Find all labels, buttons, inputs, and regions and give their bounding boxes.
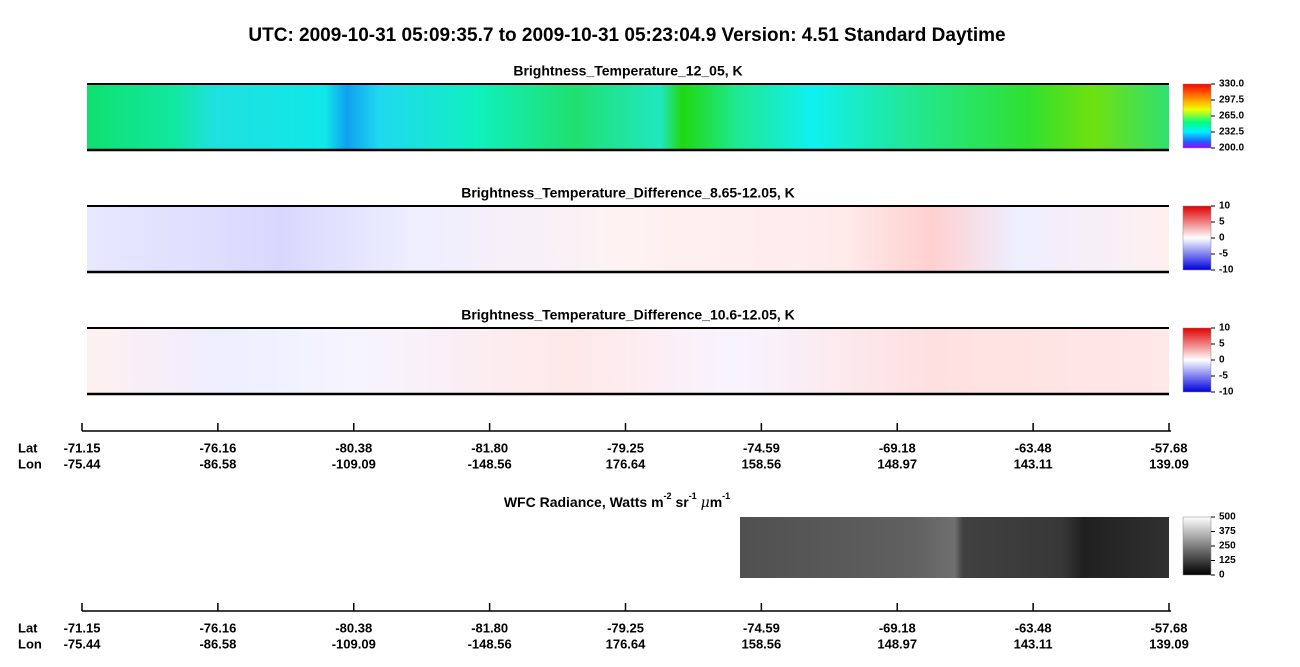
- colorbar-label: 0: [1219, 233, 1225, 244]
- colorbar-label: 125: [1219, 555, 1236, 566]
- page-title: UTC: 2009-10-31 05:09:35.7 to 2009-10-31…: [248, 25, 1005, 46]
- lat-value: -76.16: [199, 620, 236, 635]
- image-strip: [87, 84, 1169, 150]
- wfc-image: [740, 517, 1169, 578]
- image-strip: [87, 328, 1169, 394]
- colorbar: [1182, 327, 1212, 393]
- colorbar-label: 0: [1219, 570, 1225, 581]
- lon-label: Lon: [18, 456, 42, 471]
- colorbar-label: 297.5: [1219, 95, 1244, 106]
- lat-value: -69.18: [879, 620, 916, 635]
- colorbar: [1182, 516, 1212, 576]
- lon-value: 148.97: [877, 456, 917, 471]
- lat-value: -79.25: [607, 620, 644, 635]
- colorbar-label: 232.5: [1219, 127, 1244, 138]
- colorbar-label: 10: [1219, 201, 1231, 212]
- lon-value: 176.64: [606, 636, 647, 651]
- colorbar-label: -5: [1219, 371, 1228, 382]
- panel-title: Brightness_Temperature_Difference_8.65-1…: [461, 185, 795, 201]
- lat-value: -76.16: [199, 440, 236, 455]
- lat-value: -69.18: [879, 440, 916, 455]
- lon-value: -86.58: [199, 636, 236, 651]
- colorbar-label: -10: [1219, 265, 1234, 276]
- wfc-title-part: -1: [722, 491, 730, 501]
- lon-value: -148.56: [468, 456, 512, 471]
- lat-value: -71.15: [64, 620, 101, 635]
- colorbar-label: 265.0: [1219, 111, 1244, 122]
- colorbar-label: 375: [1219, 526, 1236, 537]
- colorbar-label: 10: [1219, 323, 1231, 334]
- colorbar-label: 0: [1219, 355, 1225, 366]
- lat-value: -74.59: [743, 620, 780, 635]
- lon-value: -148.56: [468, 636, 512, 651]
- colorbar-label: 330.0: [1219, 79, 1244, 90]
- wfc-title-part: -2: [664, 491, 672, 501]
- lat-value: -80.38: [335, 620, 372, 635]
- wfc-title-part: μ: [701, 495, 710, 511]
- lon-value: 139.09: [1149, 636, 1189, 651]
- colorbar-label: 500: [1219, 512, 1236, 523]
- lat-value: -63.48: [1015, 440, 1052, 455]
- lon-value: -109.09: [332, 636, 376, 651]
- lat-value: -63.48: [1015, 620, 1052, 635]
- colorbar: [1182, 205, 1212, 271]
- lat-value: -71.15: [64, 440, 101, 455]
- lon-value: 139.09: [1149, 456, 1189, 471]
- lon-value: -86.58: [199, 456, 236, 471]
- lon-label: Lon: [18, 636, 42, 651]
- wfc-title-part: m: [710, 494, 722, 510]
- lon-value: 176.64: [606, 456, 647, 471]
- lat-value: -57.68: [1151, 620, 1188, 635]
- panel-title: Brightness_Temperature_Difference_10.6-1…: [461, 307, 795, 323]
- wfc-title-part: WFC Radiance, Watts m: [504, 494, 664, 510]
- lon-value: 143.11: [1014, 456, 1053, 471]
- panel-title: Brightness_Temperature_12_05, K: [513, 63, 742, 79]
- wfc-title-part: -1: [689, 491, 697, 501]
- lon-value: 148.97: [877, 636, 917, 651]
- wfc-title: WFC Radiance, Watts m-2 sr-1 μm-1: [504, 491, 730, 511]
- lon-value: 143.11: [1014, 636, 1053, 651]
- lon-value: 158.56: [741, 636, 781, 651]
- colorbar-label: -5: [1219, 249, 1228, 260]
- lon-value: -75.44: [64, 636, 102, 651]
- lon-value: -109.09: [332, 456, 376, 471]
- lat-label: Lat: [18, 440, 38, 455]
- colorbar-label: 200.0: [1219, 143, 1244, 154]
- lon-value: 158.56: [741, 456, 781, 471]
- colorbar-label: -10: [1219, 387, 1234, 398]
- colorbar: [1182, 83, 1212, 149]
- lat-value: -81.80: [471, 440, 508, 455]
- lat-value: -57.68: [1151, 440, 1188, 455]
- lat-value: -81.80: [471, 620, 508, 635]
- lat-label: Lat: [18, 620, 38, 635]
- image-strip: [87, 206, 1169, 272]
- lat-value: -80.38: [335, 440, 372, 455]
- lon-value: -75.44: [64, 456, 102, 471]
- colorbar-label: 5: [1219, 217, 1225, 228]
- colorbar-label: 250: [1219, 541, 1236, 552]
- colorbar-label: 5: [1219, 339, 1225, 350]
- wfc-title-part: sr: [672, 494, 690, 510]
- lat-value: -74.59: [743, 440, 780, 455]
- lat-value: -79.25: [607, 440, 644, 455]
